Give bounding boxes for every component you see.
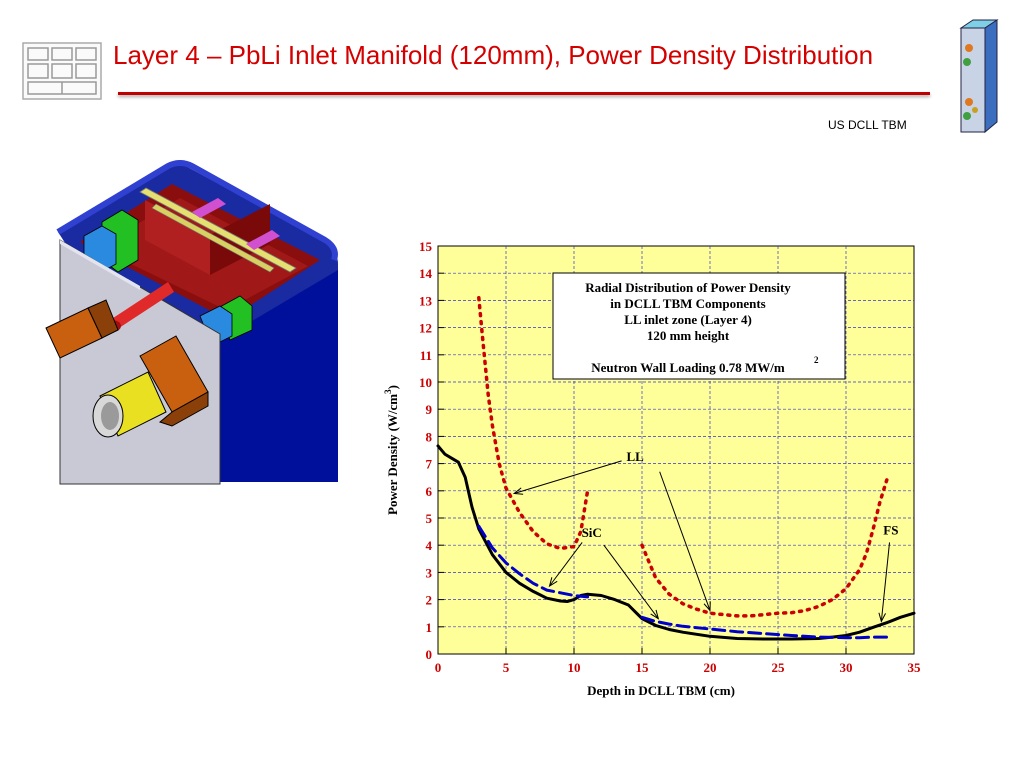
annotation-arrowhead [703, 601, 711, 612]
chart-annotations: LL SiC FS [512, 449, 898, 623]
annotation-arrow [880, 542, 891, 622]
series-dashed-line [640, 615, 889, 640]
x-tick-label: 15 [636, 660, 650, 675]
x-tick-label: 25 [772, 660, 786, 675]
x-tick-label: 30 [840, 660, 853, 675]
chart-title-line-1: Radial Distribution of Power Density [585, 280, 791, 295]
x-axis-ticks: 0 5 10 15 20 25 30 35 [435, 648, 921, 675]
y-tick-label: 11 [420, 348, 432, 363]
slide-subtitle: US DCLL TBM [828, 118, 907, 132]
annotation-arrow [549, 542, 583, 587]
power-density-chart: LL SiC FS 0 5 10 15 20 25 30 35 0 1 2 3 4 5 6 7 8 9 10 11 12 1… [370, 230, 940, 715]
annotation-arrowhead [650, 609, 660, 620]
y-tick-label: 8 [426, 429, 433, 444]
chart-title-line-3: LL inlet zone (Layer 4) [624, 312, 752, 327]
series-dotted-line [477, 295, 590, 551]
x-axis-label: Depth in DCLL TBM (cm) [587, 683, 735, 698]
chart-title-superscript: 2 [814, 355, 819, 365]
annotation-arrow [514, 460, 622, 494]
chart-title-line-4: 120 mm height [647, 328, 730, 343]
y-tick-label: 6 [426, 484, 433, 499]
annotation-label: FS [883, 522, 898, 537]
y-tick-label: 13 [419, 293, 433, 308]
y-tick-label: 5 [426, 511, 433, 526]
tbm-module-icon [955, 18, 1003, 141]
y-tick-label: 14 [419, 266, 433, 281]
slide-title: Layer 4 – PbLi Inlet Manifold (120mm), P… [113, 40, 874, 70]
y-tick-label: 4 [426, 538, 433, 553]
y-tick-label: 12 [419, 321, 432, 336]
x-tick-label: 20 [704, 660, 717, 675]
series-dotted-line [640, 478, 889, 618]
building-logo [22, 40, 104, 107]
annotation-arrow [603, 544, 659, 619]
x-tick-label: 35 [908, 660, 922, 675]
x-tick-label: 0 [435, 660, 442, 675]
x-tick-label: 10 [568, 660, 581, 675]
annotation-label: LL [627, 449, 645, 464]
annotation-arrowhead [548, 577, 558, 588]
y-axis-label: Power Density (W/cm3) [383, 385, 400, 515]
x-tick-label: 5 [503, 660, 510, 675]
y-tick-label: 3 [426, 565, 433, 580]
annotation-arrowhead [878, 612, 886, 623]
y-tick-label: 0 [426, 647, 433, 662]
y-tick-label: 1 [426, 620, 433, 635]
y-tick-label: 9 [426, 402, 433, 417]
tbm-cad-model-image [40, 160, 350, 495]
y-tick-label: 7 [426, 457, 433, 472]
y-tick-label: 10 [419, 375, 432, 390]
chart-series [436, 295, 916, 641]
chart-title-box [552, 272, 846, 380]
y-axis-label-group: Power Density (W/cm3) [383, 385, 400, 515]
annotation-label: SiC [582, 525, 602, 540]
annotation-arrow [659, 471, 711, 611]
y-tick-label: 15 [419, 239, 433, 254]
series-dashed-line [477, 524, 590, 599]
annotation-arrowhead [512, 487, 524, 495]
chart-title-line-6: Neutron Wall Loading 0.78 MW/m [591, 360, 785, 375]
chart-title-line-2: in DCLL TBM Components [610, 296, 765, 311]
y-tick-label: 2 [426, 593, 433, 608]
title-divider [118, 92, 930, 95]
